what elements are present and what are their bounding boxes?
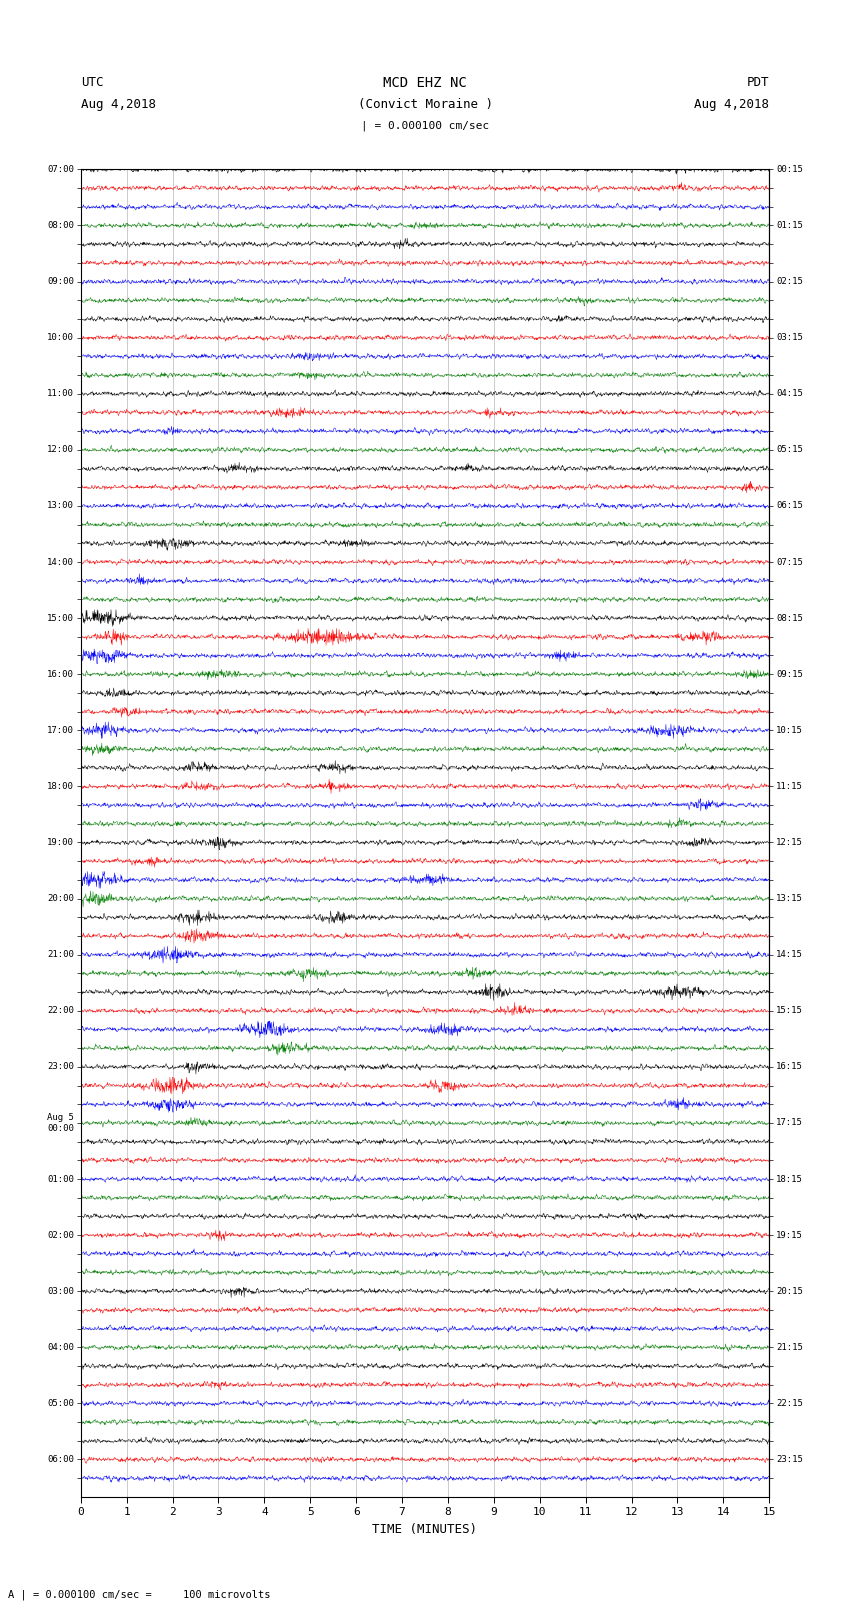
Text: Aug 4,2018: Aug 4,2018 (694, 98, 769, 111)
Text: Aug 4,2018: Aug 4,2018 (81, 98, 156, 111)
Text: (Convict Moraine ): (Convict Moraine ) (358, 98, 492, 111)
Text: A | = 0.000100 cm/sec =     100 microvolts: A | = 0.000100 cm/sec = 100 microvolts (8, 1589, 271, 1600)
X-axis label: TIME (MINUTES): TIME (MINUTES) (372, 1523, 478, 1536)
Text: PDT: PDT (747, 76, 769, 89)
Text: | = 0.000100 cm/sec: | = 0.000100 cm/sec (361, 121, 489, 132)
Text: MCD EHZ NC: MCD EHZ NC (383, 76, 467, 90)
Text: UTC: UTC (81, 76, 103, 89)
